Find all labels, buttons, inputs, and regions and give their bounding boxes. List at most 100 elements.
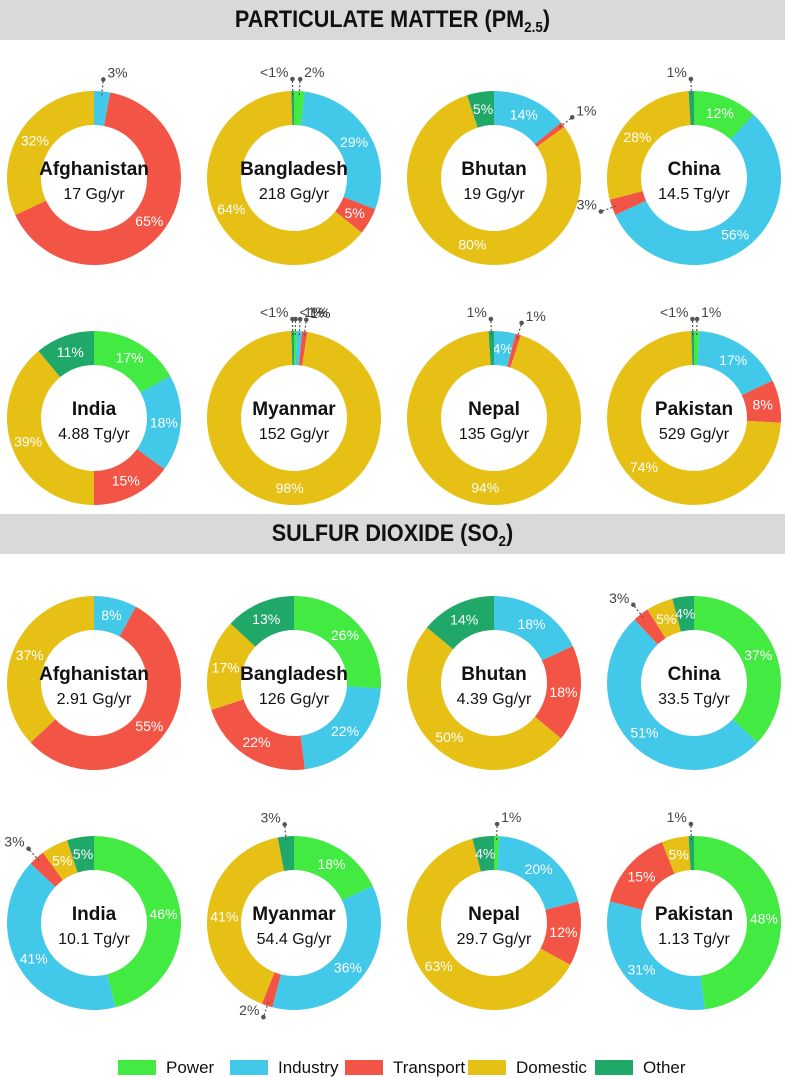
slice-power — [694, 596, 781, 743]
slice-label-other: 4% — [675, 606, 695, 622]
donut-bangladesh: 2% 29% 5% 64% <1% Bangladesh 218 Gg/yr — [207, 64, 381, 265]
donut-bangladesh: 26% 22% 22% 17% 13% Bangladesh 126 Gg/yr — [207, 596, 381, 770]
slice-other — [291, 91, 294, 126]
slice-other — [277, 836, 294, 871]
slice-industry — [697, 331, 773, 396]
leader-line — [298, 79, 301, 96]
leader-line — [516, 322, 523, 339]
legend-label: Transport — [393, 1058, 466, 1077]
slice-label-transport: 8% — [753, 396, 773, 412]
leader-dot — [494, 821, 500, 827]
country-name: Nepal — [468, 904, 520, 925]
section-header-so2: SULFUR DIOXIDE (SO2) — [0, 514, 785, 554]
slice-transport — [534, 645, 581, 739]
country-total: 218 Gg/yr — [259, 186, 330, 203]
leader-dot — [26, 846, 31, 852]
leader-dot — [569, 115, 575, 120]
slice-label-other: <1% — [660, 304, 688, 320]
country-total: 19 Gg/yr — [463, 186, 525, 203]
slice-label-industry: 41% — [20, 951, 48, 967]
slice-transport — [298, 331, 308, 366]
country-total: 1.13 Tg/yr — [658, 931, 730, 948]
donut-bhutan: 18% 18% 50% 14% Bhutan 4.39 Gg/yr — [406, 596, 581, 771]
slice-label-other: 11% — [57, 344, 84, 360]
slice-label-industry: 22% — [331, 723, 359, 739]
leader-dot — [303, 317, 309, 323]
slice-transport — [741, 380, 781, 423]
country-name: Myanmar — [252, 399, 336, 420]
section-title-subscript: 2 — [498, 533, 507, 550]
legend-swatch — [230, 1060, 268, 1075]
leader-dot — [688, 76, 694, 82]
country-total: 126 Gg/yr — [259, 691, 330, 708]
slice-domestic — [661, 836, 691, 874]
slice-label-power: 18% — [317, 856, 345, 872]
country-total: 4.88 Tg/yr — [58, 426, 130, 443]
slice-label-other: 1% — [667, 64, 687, 80]
leader-dot — [101, 77, 106, 82]
slice-industry — [497, 836, 579, 910]
slice-industry — [607, 619, 758, 770]
slice-industry — [136, 376, 182, 470]
section-title-end: ) — [506, 520, 514, 547]
slice-other — [230, 596, 294, 647]
donut-afghanistan: 8% 55% 37%Afghanistan 2.91 Gg/yr — [6, 596, 181, 770]
slice-label-transport: 15% — [112, 472, 140, 488]
country-total: 2.91 Gg/yr — [57, 691, 132, 708]
slice-label-industry: 4% — [493, 341, 513, 357]
slice-other — [488, 331, 494, 366]
section-header-pm25: PARTICULATE MATTER (PM2.5) — [0, 0, 785, 40]
leader-dot — [290, 76, 295, 82]
slice-power — [294, 836, 373, 901]
slice-label-industry: 8% — [101, 607, 121, 623]
country-name: Nepal — [468, 399, 520, 420]
slice-label-domestic: 94% — [471, 479, 499, 495]
country-name: India — [72, 904, 117, 925]
legend-label: Domestic — [516, 1058, 587, 1077]
slice-other — [291, 331, 294, 366]
legend-label: Power — [166, 1058, 215, 1077]
slice-label-domestic: 64% — [217, 201, 245, 217]
slice-industry — [94, 596, 136, 637]
slice-label-industry: 36% — [334, 960, 362, 976]
slice-industry — [6, 863, 116, 1010]
slice-label-power: 17% — [116, 350, 144, 366]
leader-line — [28, 848, 40, 862]
donut-pakistan: 1% 17% 8% 74% <1% Pakistan 529 Gg/yr — [607, 304, 781, 505]
slice-power — [694, 91, 754, 140]
slice-label-industry: 56% — [721, 227, 749, 243]
slice-domestic — [6, 91, 94, 216]
slice-label-transport: 5% — [345, 205, 365, 221]
leader-dot — [290, 316, 295, 322]
country-total: 529 Gg/yr — [659, 426, 730, 443]
leader-dot — [631, 602, 636, 608]
slice-label-domestic: 28% — [623, 129, 651, 145]
slice-label-power: 1% — [501, 809, 521, 825]
slice-industry — [300, 91, 381, 210]
section-title-so2: SULFUR DIOXIDE (SO2) — [39, 514, 746, 562]
slice-label-other: 5% — [473, 101, 493, 117]
slice-other — [472, 836, 494, 872]
slice-label-other: 1% — [467, 304, 487, 320]
slice-industry — [272, 885, 381, 1010]
slice-label-power: 2% — [304, 64, 324, 80]
leader-dot — [519, 320, 524, 326]
slice-transport — [261, 972, 281, 1008]
slice-domestic — [207, 623, 256, 710]
slice-domestic — [42, 840, 78, 881]
slice-label-domestic: 39% — [14, 434, 42, 450]
slice-power — [294, 596, 381, 689]
leader-dot — [598, 209, 604, 214]
slice-label-power: 48% — [750, 911, 778, 927]
country-name: Bangladesh — [240, 664, 348, 685]
slice-label-other: <1% — [260, 64, 288, 80]
slice-label-other: 4% — [475, 846, 495, 862]
slice-label-transport: 1% — [576, 102, 596, 118]
country-name: Pakistan — [655, 904, 733, 925]
slice-label-transport: 12% — [549, 924, 577, 940]
slice-label-industry: 51% — [630, 724, 658, 740]
legend-swatch — [345, 1060, 383, 1075]
leader-line — [284, 824, 287, 841]
